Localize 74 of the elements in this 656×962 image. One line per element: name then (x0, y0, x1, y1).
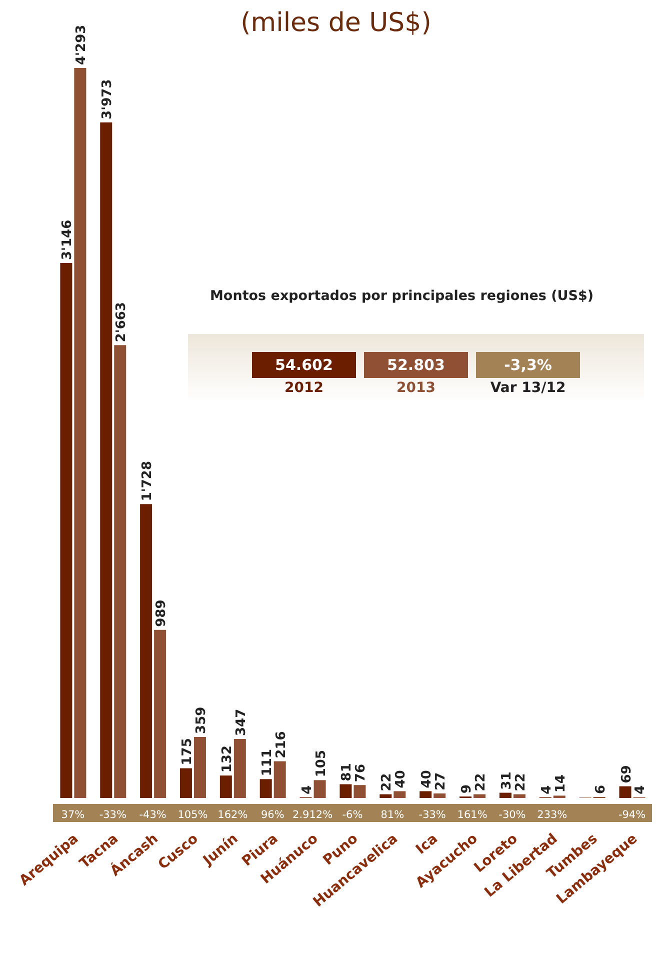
data-label: 359 (194, 706, 209, 734)
data-label: 4 (633, 785, 648, 794)
bar (420, 791, 432, 798)
bar (274, 761, 286, 798)
bar (234, 738, 246, 798)
annotation: Var 13/12 (489, 380, 567, 396)
bar (180, 768, 192, 798)
data-label: 4 (300, 785, 315, 794)
data-label: 132 (220, 745, 235, 773)
data-label: 81 (340, 763, 355, 782)
bar (220, 776, 232, 798)
data-label: 175 (180, 738, 195, 766)
text: 2.912% (292, 809, 333, 821)
text: 233% (537, 809, 568, 821)
data-label: 6 (593, 784, 608, 794)
data-label: 989 (154, 600, 170, 627)
data-label: 40 (394, 770, 409, 788)
bar (380, 794, 392, 798)
data-label: 105 (314, 750, 329, 778)
annotation: Montos exportados por principales regiones (US$) (210, 288, 595, 304)
text: 2012 (284, 380, 324, 396)
text: 161% (457, 809, 488, 821)
chart-title: (miles de US$) (240, 8, 432, 38)
bar (194, 736, 206, 798)
bar (314, 780, 326, 798)
bar (619, 786, 632, 798)
text: -30% (498, 809, 526, 821)
data-label: 22 (513, 773, 528, 792)
data-label: 347 (234, 708, 249, 736)
text: 37% (61, 809, 85, 821)
data-label: 69 (619, 765, 634, 784)
data-label: 3'146 (60, 220, 76, 260)
bar (394, 791, 406, 798)
annotation: 54.602 (252, 352, 356, 378)
bar (114, 345, 126, 798)
data-label: 22 (474, 773, 489, 792)
bar (513, 794, 526, 798)
text: 2013 (396, 380, 436, 396)
text: 105% (178, 809, 208, 821)
bar (74, 68, 86, 798)
bar (154, 630, 166, 798)
bar (260, 779, 272, 798)
bar (499, 792, 512, 798)
data-label: 1'728 (140, 460, 156, 502)
bar (354, 785, 366, 798)
data-label: 4 (539, 785, 554, 794)
text: 81% (380, 809, 404, 821)
data-label: 27 (434, 772, 449, 790)
text: -33% (418, 809, 446, 821)
data-label: 9 (460, 784, 475, 794)
bar (434, 793, 446, 798)
data-label: 14 (553, 774, 568, 793)
annotation: 52.803 (364, 352, 468, 378)
text: -43% (139, 809, 166, 821)
text: 96% (260, 809, 284, 821)
bar (340, 784, 352, 798)
bar (140, 504, 152, 798)
bar (60, 263, 72, 798)
data-label: 76 (354, 764, 369, 782)
data-label: 22 (380, 773, 395, 792)
data-label: 111 (260, 748, 275, 776)
text: -94% (618, 809, 646, 821)
summary-chip: -3,3% (476, 352, 580, 378)
text: -33% (99, 809, 126, 821)
text: -6% (342, 809, 363, 821)
data-label: 31 (499, 772, 514, 790)
data-label: 3'973 (100, 79, 116, 120)
data-label: 4'293 (74, 24, 90, 65)
bar (474, 794, 486, 798)
data-label: 40 (420, 770, 435, 788)
data-label: 216 (274, 731, 289, 758)
data-label: 2'663 (114, 302, 130, 342)
text: 162% (218, 809, 248, 821)
bar (100, 122, 112, 798)
